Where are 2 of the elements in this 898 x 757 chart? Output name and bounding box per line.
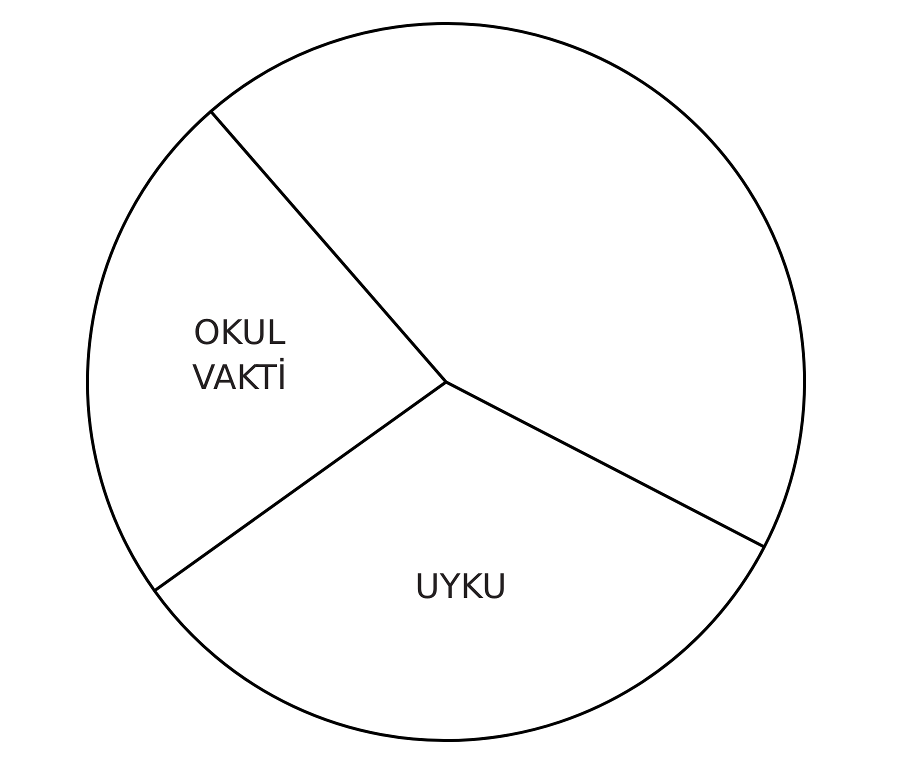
slice-label: OKUL VAKTİ xyxy=(192,313,287,398)
slice-label: UYKU xyxy=(414,567,507,608)
